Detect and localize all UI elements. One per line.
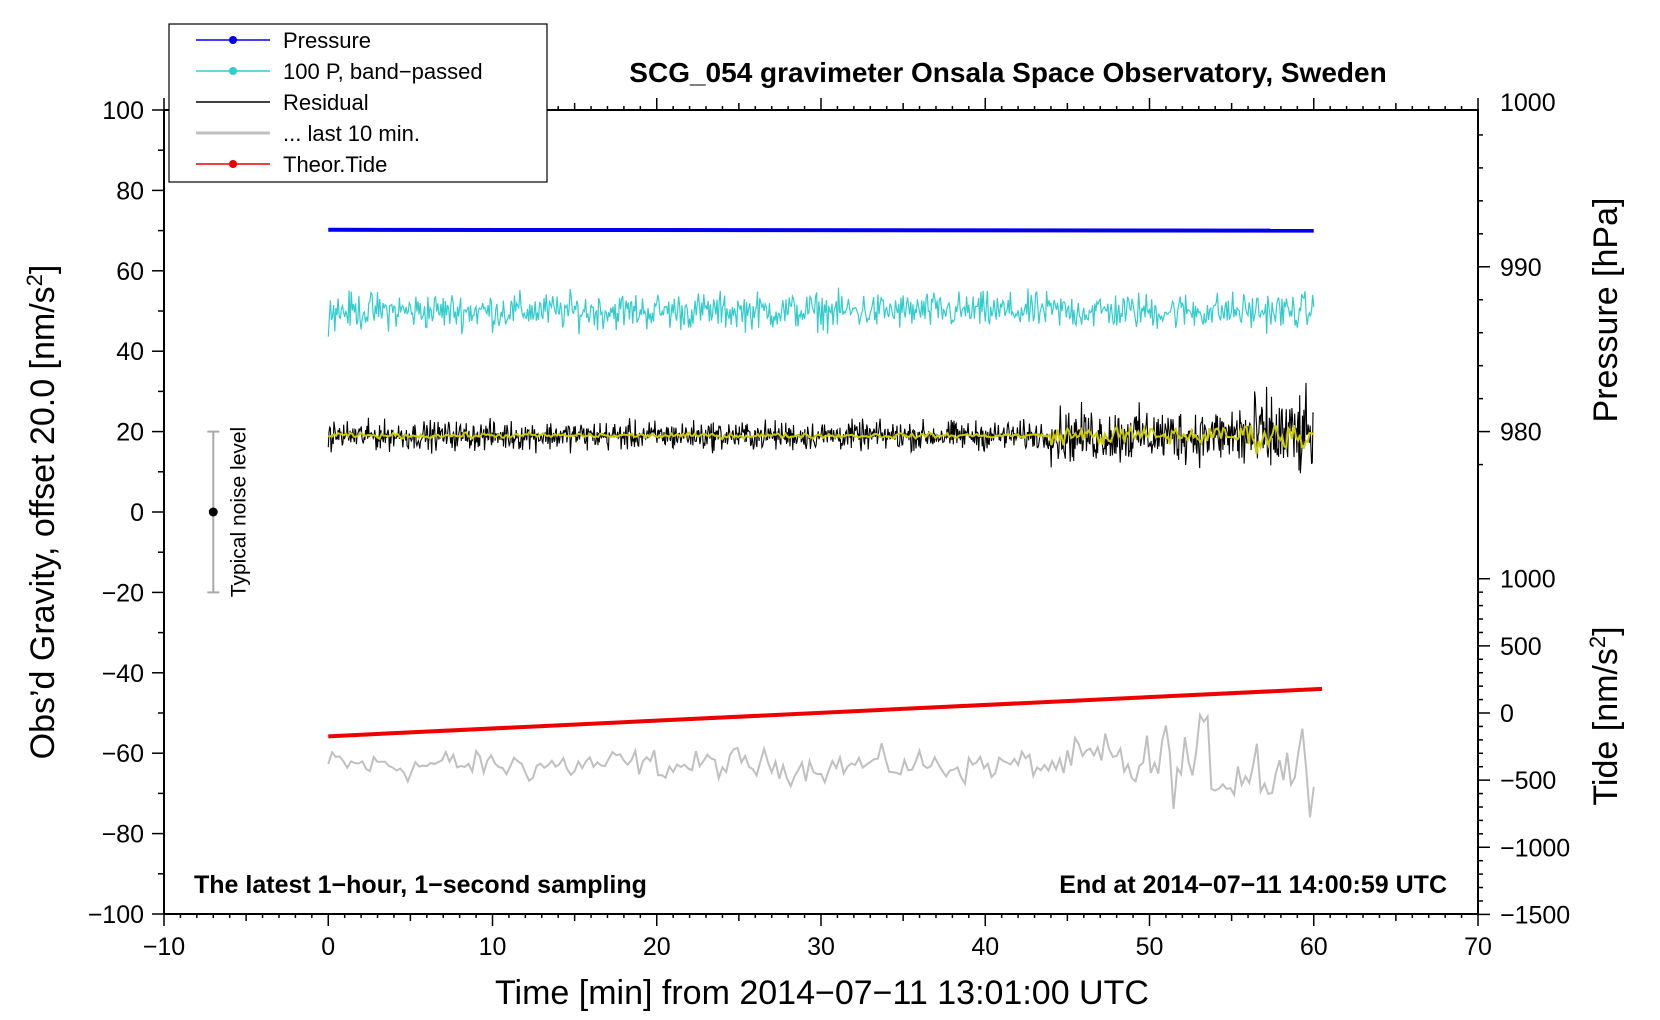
y-left-tick-label: −60 bbox=[102, 740, 144, 768]
x-tick-label: 70 bbox=[1464, 933, 1492, 961]
legend-label: Residual bbox=[283, 90, 369, 115]
tide-tick-label: −1000 bbox=[1500, 834, 1570, 862]
chart-title: SCG_054 gravimeter Onsala Space Observat… bbox=[629, 57, 1386, 88]
tide-tick-label: 0 bbox=[1500, 700, 1514, 728]
series-residual-smoothed bbox=[328, 424, 1315, 455]
legend-marker bbox=[229, 160, 237, 168]
x-tick-label: 40 bbox=[971, 933, 999, 961]
series-pressure bbox=[328, 227, 1314, 233]
x-axis-title: Time [min] from 2014−07−11 13:01:00 UTC bbox=[495, 974, 1149, 1012]
x-tick-label: 50 bbox=[1136, 933, 1164, 961]
x-tick-label: −10 bbox=[143, 933, 185, 961]
noise-bar-center-dot bbox=[208, 507, 218, 517]
pressure-tick-label: 990 bbox=[1500, 254, 1542, 282]
x-tick-label: 0 bbox=[321, 933, 335, 961]
y-left-tick-label: −80 bbox=[102, 821, 144, 849]
end-time-note: End at 2014−07−11 14:00:59 UTC bbox=[1059, 871, 1447, 899]
noise-level-bar bbox=[207, 430, 220, 594]
legend-marker bbox=[229, 36, 237, 44]
y-left-tick-label: −20 bbox=[102, 579, 144, 607]
y-left-tick-label: −40 bbox=[102, 660, 144, 688]
y-left-tick-label: −100 bbox=[88, 901, 144, 929]
y-left-tick-label: 100 bbox=[102, 97, 144, 125]
pressure-tick-label: 980 bbox=[1500, 419, 1542, 447]
tide-axis-title: Tide [nm/s2] bbox=[1585, 626, 1626, 805]
sampling-note: The latest 1−hour, 1−second sampling bbox=[194, 871, 647, 899]
series-last-10-min bbox=[327, 711, 1315, 818]
x-tick-label: 60 bbox=[1300, 933, 1328, 961]
y-left-tick-label: 60 bbox=[116, 258, 144, 286]
y-left-axis-title: Obs’d Gravity, offset 20.0 [nm/s2] bbox=[22, 265, 63, 760]
tide-tick-label: −1500 bbox=[1500, 901, 1570, 929]
legend-marker bbox=[229, 67, 237, 75]
series-residual bbox=[327, 382, 1314, 474]
series-band-passed bbox=[327, 287, 1315, 337]
tide-tick-label: −500 bbox=[1500, 767, 1556, 795]
y-left-tick-label: 80 bbox=[116, 177, 144, 205]
x-tick-label: 30 bbox=[807, 933, 835, 961]
legend-label: Theor.Tide bbox=[283, 152, 387, 177]
series-layer bbox=[327, 227, 1323, 818]
legend-label: ... last 10 min. bbox=[283, 121, 420, 146]
legend: Pressure 100 P, band−passed Residual ... la… bbox=[168, 23, 548, 183]
pressure-axis-title: Pressure [hPa] bbox=[1587, 198, 1625, 423]
x-tick-label: 10 bbox=[479, 933, 507, 961]
tide-axis-ticks: −1500 −1000 −500 0 500 1000 bbox=[1478, 566, 1570, 929]
series-theoretical-tide bbox=[328, 686, 1323, 739]
pressure-axis-ticks: 9809901000101010201030 bbox=[1478, 89, 1556, 466]
legend-box bbox=[168, 23, 548, 183]
y-left-tick-label: 40 bbox=[116, 338, 144, 366]
x-tick-label: 20 bbox=[643, 933, 671, 961]
y-left-tick-label: 0 bbox=[130, 499, 144, 527]
tide-tick-label: 1000 bbox=[1500, 566, 1556, 594]
tide-tick-label: 500 bbox=[1500, 633, 1542, 661]
x-axis-ticks: −10 0 10 20 30 40 50 60 70 bbox=[143, 98, 1492, 961]
legend-label: 100 P, band−passed bbox=[283, 59, 483, 84]
noise-level-label: Typical noise level bbox=[227, 427, 250, 597]
y-left-tick-label: 20 bbox=[116, 419, 144, 447]
legend-label: Pressure bbox=[283, 28, 371, 53]
y-left-axis-ticks: −100 −80 −60 −40 −20 0 20 40 60 80 100 bbox=[88, 97, 164, 929]
pressure-tick-label: 1000 bbox=[1500, 89, 1556, 117]
